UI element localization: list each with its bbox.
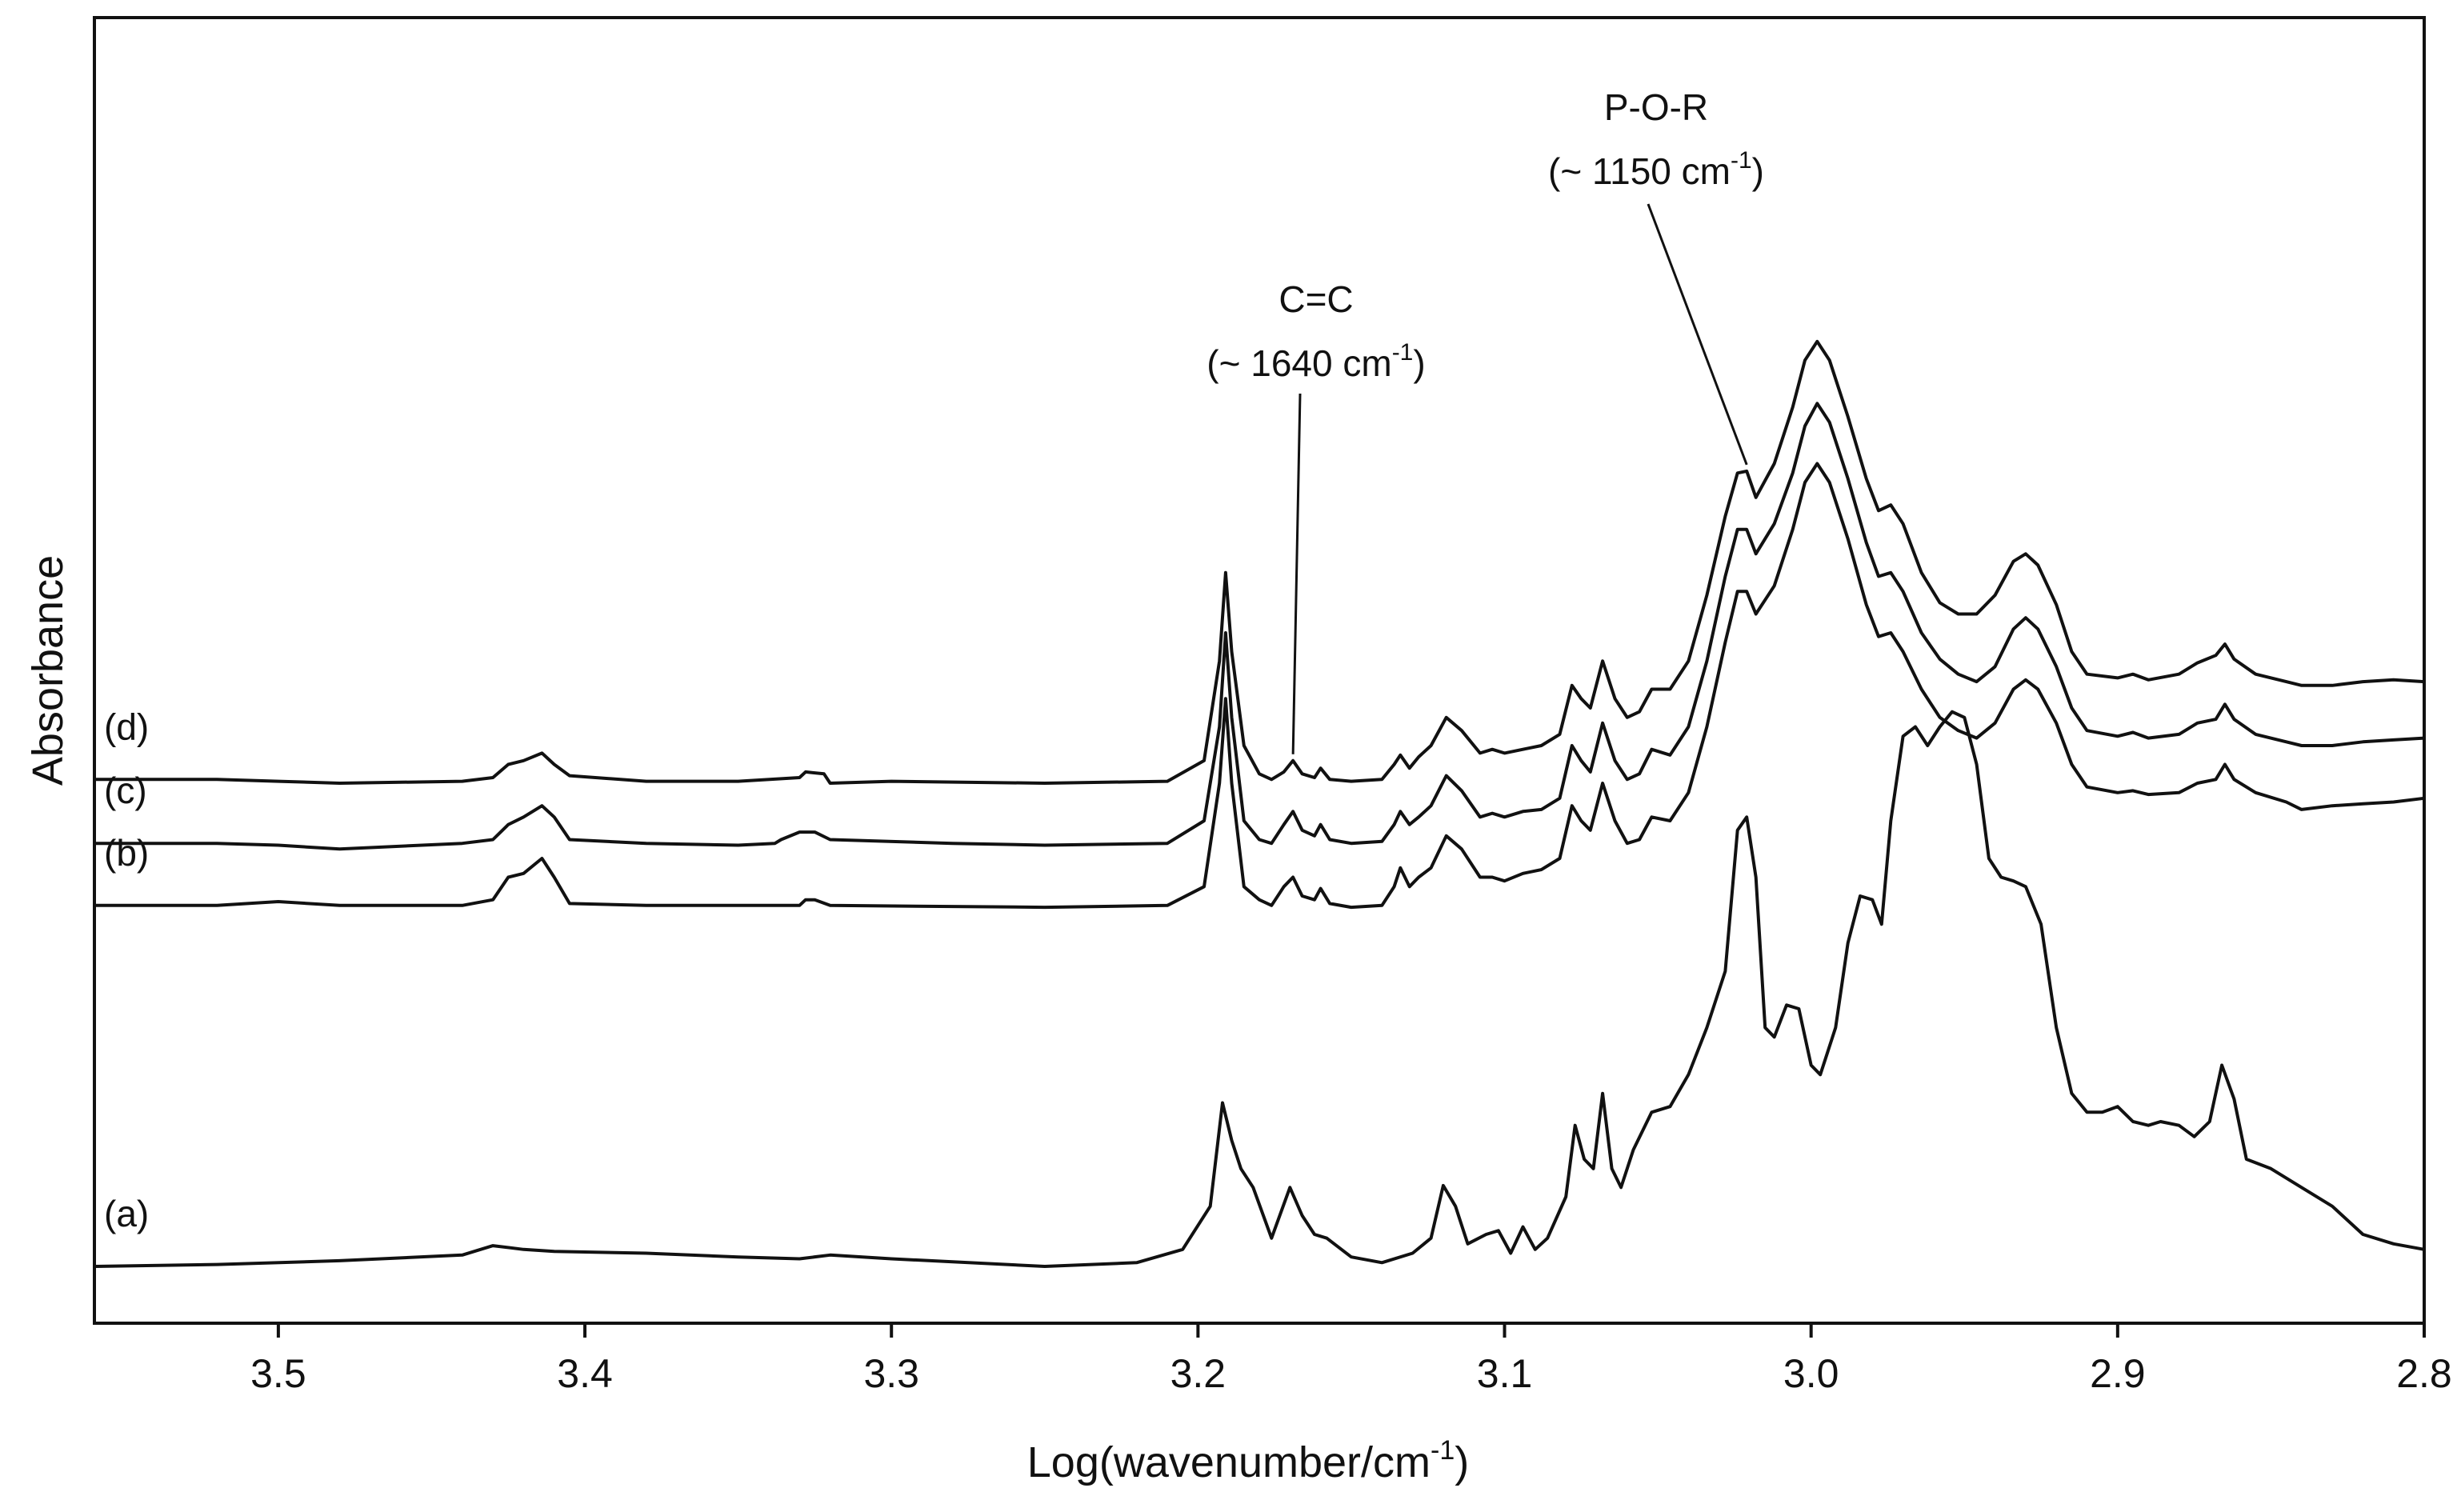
x-tick-layer: 3.5 3.4 3.3 3.2 3.1 3.0 2.9 2.8 (250, 1323, 2452, 1396)
annotation-layer: C=C (~ 1640 cm-1) P-O-R (~ 1150 cm-1) (1206, 86, 1764, 754)
x-tick-label-7: 2.8 (2396, 1351, 2452, 1396)
y-axis-label: Absorbance (24, 555, 72, 786)
annotation-pointer-0 (1291, 393, 1302, 754)
series-label-2: (c) (104, 770, 147, 811)
series-line-1 (94, 462, 2425, 910)
x-tick-label-3: 3.2 (1170, 1351, 1226, 1396)
series-label-3: (d) (104, 706, 149, 747)
series-line-3 (94, 339, 2425, 785)
x-tick-label-0: 3.5 (250, 1351, 306, 1396)
annotation-label-1: P-O-R (1604, 86, 1708, 128)
x-axis-label: Log(wavenumber/cm-1) (1027, 1435, 1469, 1486)
annotation-label-0: C=C (1279, 278, 1353, 320)
series-label-layer: (a) (b) (c) (d) (104, 706, 149, 1234)
annotation-pointer-1 (1647, 203, 1748, 466)
series-layer (94, 339, 2425, 1268)
annotation-sublabel-0: (~ 1640 cm-1) (1206, 339, 1425, 384)
annotation-sublabel-1: (~ 1150 cm-1) (1548, 147, 1764, 192)
x-tick-label-6: 2.9 (2090, 1351, 2146, 1396)
series-line-0 (94, 710, 2425, 1268)
x-tick-label-2: 3.3 (863, 1351, 919, 1396)
series-label-1: (b) (104, 832, 149, 874)
plot-frame (93, 16, 2426, 1325)
series-label-0: (a) (104, 1193, 149, 1234)
x-tick-label-4: 3.1 (1477, 1351, 1533, 1396)
x-tick-label-5: 3.0 (1783, 1351, 1839, 1396)
x-tick-label-1: 3.4 (557, 1351, 613, 1396)
series-line-2 (94, 402, 2425, 851)
